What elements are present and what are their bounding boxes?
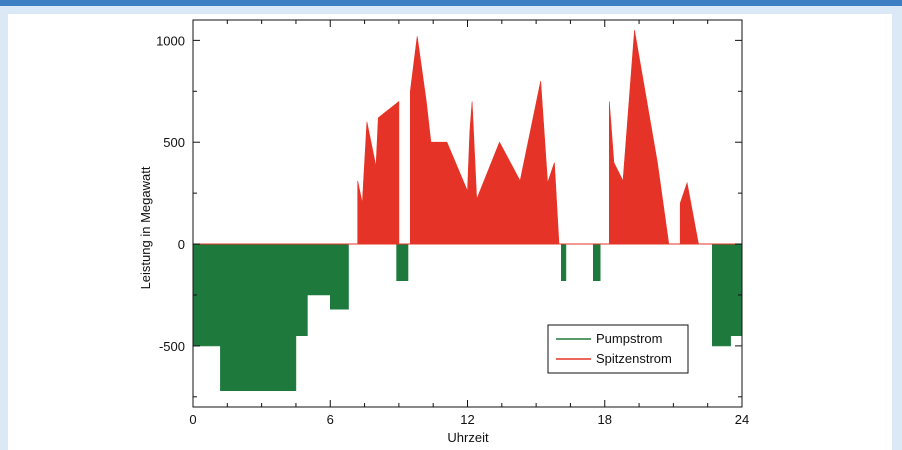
y-tick-label: 1000 (156, 33, 185, 48)
x-tick-label: 18 (598, 412, 612, 427)
y-tick-label: 0 (178, 237, 185, 252)
x-tick-label: 24 (735, 412, 749, 427)
y-tick-label: -500 (159, 339, 185, 354)
x-tick-label: 0 (189, 412, 196, 427)
legend-label-pumpstrom: Pumpstrom (596, 331, 662, 346)
y-axis-title: Leistung in Megawatt (138, 166, 153, 289)
legend-box (547, 324, 689, 374)
x-axis-title: Uhrzeit (447, 430, 489, 445)
legend-label-spitzenstrom: Spitzenstrom (596, 351, 672, 366)
area-spitzenstrom (357, 30, 699, 245)
legend: Pumpstrom Spitzenstrom (547, 324, 689, 374)
x-tick-label: 12 (460, 412, 474, 427)
axis-layer: 0 6 12 18 24 -500 0 500 1000 (156, 19, 749, 427)
y-tick-label: 500 (163, 135, 185, 150)
x-tick-label: 6 (327, 412, 334, 427)
